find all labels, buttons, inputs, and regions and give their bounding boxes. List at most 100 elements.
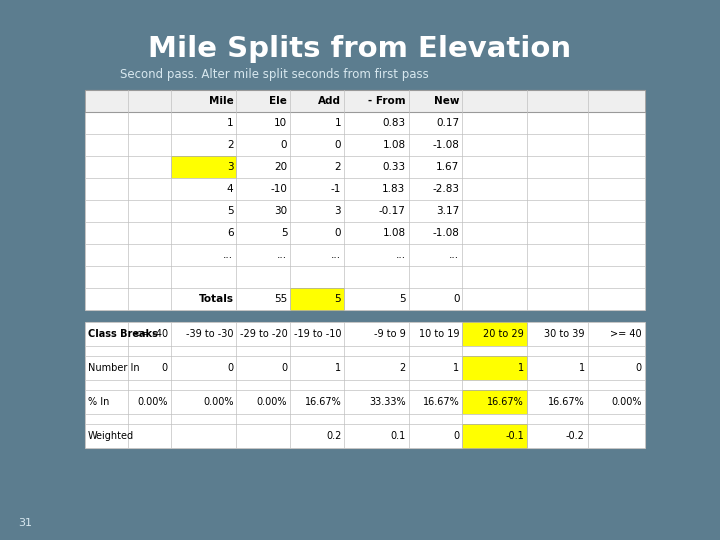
Text: 0.2: 0.2 bbox=[326, 431, 341, 441]
Text: -2.83: -2.83 bbox=[433, 184, 459, 194]
Text: Number In: Number In bbox=[88, 363, 140, 373]
Text: Totals: Totals bbox=[199, 294, 233, 304]
Text: 1: 1 bbox=[518, 363, 523, 373]
Text: 30: 30 bbox=[274, 206, 287, 216]
Text: 1: 1 bbox=[578, 363, 585, 373]
Text: 0: 0 bbox=[228, 363, 233, 373]
Text: 16.67%: 16.67% bbox=[305, 397, 341, 407]
Text: 20: 20 bbox=[274, 162, 287, 172]
Text: 0: 0 bbox=[281, 140, 287, 150]
Text: - From: - From bbox=[368, 96, 405, 106]
Text: -1: -1 bbox=[331, 184, 341, 194]
Text: % In: % In bbox=[88, 397, 109, 407]
Text: 1: 1 bbox=[454, 363, 459, 373]
Text: 30 to 39: 30 to 39 bbox=[544, 329, 585, 339]
Text: 4: 4 bbox=[227, 184, 233, 194]
Text: -29 to -20: -29 to -20 bbox=[240, 329, 287, 339]
Bar bbox=[85, 322, 645, 448]
Text: 0: 0 bbox=[454, 431, 459, 441]
Text: 1: 1 bbox=[335, 363, 341, 373]
Text: 0.83: 0.83 bbox=[382, 118, 405, 128]
Text: 0.1: 0.1 bbox=[390, 431, 405, 441]
Text: 0: 0 bbox=[453, 294, 459, 304]
Text: 5: 5 bbox=[227, 206, 233, 216]
Text: <= -40: <= -40 bbox=[132, 329, 168, 339]
Bar bbox=[462, 322, 527, 346]
Bar bbox=[85, 356, 645, 380]
Text: 5: 5 bbox=[399, 294, 405, 304]
Text: ...: ... bbox=[277, 250, 287, 260]
Bar bbox=[85, 112, 645, 134]
Bar bbox=[85, 156, 645, 178]
Text: 0.00%: 0.00% bbox=[611, 397, 642, 407]
Text: 0.00%: 0.00% bbox=[257, 397, 287, 407]
Text: 1.67: 1.67 bbox=[436, 162, 459, 172]
Text: -9 to 9: -9 to 9 bbox=[374, 329, 405, 339]
Text: Add: Add bbox=[318, 96, 341, 106]
Text: Weighted: Weighted bbox=[88, 431, 134, 441]
Bar bbox=[85, 414, 645, 424]
Text: -0.17: -0.17 bbox=[379, 206, 405, 216]
Text: ...: ... bbox=[449, 250, 459, 260]
Bar bbox=[85, 346, 645, 356]
Text: -0.1: -0.1 bbox=[505, 431, 523, 441]
Text: 2: 2 bbox=[227, 140, 233, 150]
Text: 0.33: 0.33 bbox=[382, 162, 405, 172]
Bar bbox=[171, 156, 236, 178]
Text: -10: -10 bbox=[271, 184, 287, 194]
Text: Mile Splits from Elevation: Mile Splits from Elevation bbox=[148, 35, 572, 63]
Bar bbox=[85, 178, 645, 200]
Bar bbox=[85, 288, 645, 310]
Text: 3: 3 bbox=[335, 206, 341, 216]
Bar bbox=[85, 90, 645, 112]
Text: ...: ... bbox=[395, 250, 405, 260]
Text: 0.17: 0.17 bbox=[436, 118, 459, 128]
Bar bbox=[85, 424, 645, 448]
Bar bbox=[85, 266, 645, 288]
Text: 1.08: 1.08 bbox=[382, 140, 405, 150]
Bar bbox=[85, 222, 645, 244]
Bar bbox=[85, 380, 645, 390]
Bar bbox=[85, 390, 645, 414]
Text: 0: 0 bbox=[335, 140, 341, 150]
Text: Class Breaks: Class Breaks bbox=[88, 329, 158, 339]
Text: 3.17: 3.17 bbox=[436, 206, 459, 216]
Text: 16.67%: 16.67% bbox=[548, 397, 585, 407]
Text: -0.2: -0.2 bbox=[566, 431, 585, 441]
Bar bbox=[85, 200, 645, 222]
Text: 2: 2 bbox=[335, 162, 341, 172]
Text: 0.00%: 0.00% bbox=[138, 397, 168, 407]
Text: New: New bbox=[434, 96, 459, 106]
Text: 0: 0 bbox=[161, 363, 168, 373]
Text: -1.08: -1.08 bbox=[433, 228, 459, 238]
Text: 5: 5 bbox=[281, 228, 287, 238]
Text: Mile: Mile bbox=[209, 96, 233, 106]
Text: Second pass. Alter mile split seconds from first pass: Second pass. Alter mile split seconds fr… bbox=[120, 68, 428, 81]
Text: ...: ... bbox=[223, 250, 233, 260]
Bar bbox=[462, 390, 527, 414]
Text: 0.00%: 0.00% bbox=[203, 397, 233, 407]
Bar bbox=[85, 244, 645, 266]
Bar bbox=[462, 424, 527, 448]
Text: 31: 31 bbox=[18, 518, 32, 528]
Text: 16.67%: 16.67% bbox=[487, 397, 523, 407]
Text: ...: ... bbox=[331, 250, 341, 260]
Text: -39 to -30: -39 to -30 bbox=[186, 329, 233, 339]
Text: 10 to 19: 10 to 19 bbox=[419, 329, 459, 339]
Bar bbox=[85, 90, 645, 310]
Text: 16.67%: 16.67% bbox=[423, 397, 459, 407]
Bar bbox=[290, 288, 344, 310]
Text: 5: 5 bbox=[335, 294, 341, 304]
Text: 1: 1 bbox=[335, 118, 341, 128]
Text: 10: 10 bbox=[274, 118, 287, 128]
Text: Ele: Ele bbox=[269, 96, 287, 106]
Text: -1.08: -1.08 bbox=[433, 140, 459, 150]
Text: -19 to -10: -19 to -10 bbox=[294, 329, 341, 339]
Text: >= 40: >= 40 bbox=[611, 329, 642, 339]
Text: 55: 55 bbox=[274, 294, 287, 304]
Text: 0: 0 bbox=[636, 363, 642, 373]
Text: 33.33%: 33.33% bbox=[369, 397, 405, 407]
Text: 0: 0 bbox=[335, 228, 341, 238]
Bar bbox=[462, 356, 527, 380]
Text: 3: 3 bbox=[227, 162, 233, 172]
